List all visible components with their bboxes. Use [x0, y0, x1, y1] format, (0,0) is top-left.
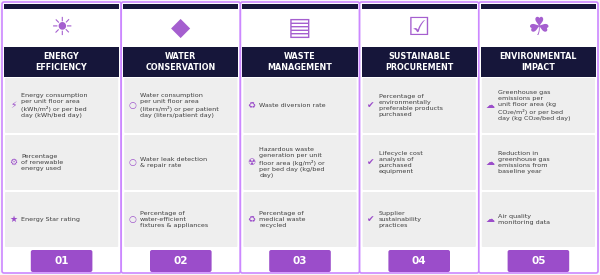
Text: Energy consumption
per unit floor area
(kWh/m²) or per bed
day (kWh/bed day): Energy consumption per unit floor area (…: [21, 93, 88, 118]
Text: 04: 04: [412, 256, 427, 266]
FancyBboxPatch shape: [362, 192, 476, 247]
Text: ✔: ✔: [367, 215, 374, 224]
FancyBboxPatch shape: [150, 250, 212, 272]
Text: Lifecycle cost
analysis of
purchased
equipment: Lifecycle cost analysis of purchased equ…: [379, 151, 422, 174]
Text: Greenhouse gas
emissions per
unit floor area (kg
CO₂e/m²) or per bed
day (kg CO₂: Greenhouse gas emissions per unit floor …: [498, 90, 570, 121]
Text: Supplier
sustainability
practices: Supplier sustainability practices: [379, 211, 422, 228]
FancyBboxPatch shape: [482, 135, 595, 190]
FancyBboxPatch shape: [359, 2, 479, 273]
FancyBboxPatch shape: [388, 250, 450, 272]
Text: Percentage
of renewable
energy used: Percentage of renewable energy used: [21, 154, 63, 171]
Text: ○: ○: [128, 215, 136, 224]
Bar: [242, 47, 358, 77]
Bar: [4, 47, 119, 77]
Bar: [242, 9, 358, 47]
Text: ♻: ♻: [247, 101, 256, 110]
Text: ☀: ☀: [50, 16, 73, 40]
Text: ⚡: ⚡: [10, 101, 16, 110]
FancyBboxPatch shape: [362, 78, 476, 133]
FancyBboxPatch shape: [124, 78, 238, 133]
Text: ENVIRONMENTAL
IMPACT: ENVIRONMENTAL IMPACT: [500, 52, 577, 72]
Text: ○: ○: [128, 101, 136, 110]
Text: ☁: ☁: [485, 158, 494, 167]
Text: Percentage of
environmentally
preferable products
purchased: Percentage of environmentally preferable…: [379, 94, 443, 117]
Text: Waste diversion rate: Waste diversion rate: [259, 103, 326, 108]
Bar: [481, 9, 596, 47]
Bar: [4, 4, 119, 9]
Text: ♻: ♻: [247, 215, 256, 224]
FancyBboxPatch shape: [269, 250, 331, 272]
Text: Water leak detection
& repair rate: Water leak detection & repair rate: [140, 157, 208, 168]
Bar: [481, 47, 596, 77]
FancyBboxPatch shape: [482, 78, 595, 133]
FancyBboxPatch shape: [244, 192, 356, 247]
Text: Air quality
monitoring data: Air quality monitoring data: [498, 214, 550, 225]
FancyBboxPatch shape: [31, 250, 92, 272]
Text: ▤: ▤: [288, 16, 312, 40]
Text: Hazardous waste
generation per unit
floor area (kg/m²) or
per bed day (kg/bed
da: Hazardous waste generation per unit floo…: [259, 147, 325, 178]
Text: ⚙: ⚙: [9, 158, 17, 167]
Text: Energy Star rating: Energy Star rating: [21, 217, 80, 222]
Text: SUSTAINABLE
PROCUREMENT: SUSTAINABLE PROCUREMENT: [385, 52, 454, 72]
Bar: [242, 4, 358, 9]
Text: Percentage of
medical waste
recycled: Percentage of medical waste recycled: [259, 211, 306, 228]
Bar: [362, 4, 477, 9]
FancyBboxPatch shape: [244, 78, 356, 133]
Text: ☑: ☑: [408, 16, 430, 40]
FancyBboxPatch shape: [124, 135, 238, 190]
FancyBboxPatch shape: [482, 192, 595, 247]
Text: WATER
CONSERVATION: WATER CONSERVATION: [146, 52, 216, 72]
Text: ◆: ◆: [171, 16, 190, 40]
Text: Water consumption
per unit floor area
(liters/m²) or per patient
day (liters/pat: Water consumption per unit floor area (l…: [140, 93, 219, 118]
Text: ENERGY
EFFICIENCY: ENERGY EFFICIENCY: [36, 52, 88, 72]
Text: 01: 01: [55, 256, 69, 266]
Bar: [481, 4, 596, 9]
Text: WASTE
MANAGEMENT: WASTE MANAGEMENT: [268, 52, 332, 72]
Text: ☁: ☁: [485, 215, 494, 224]
Text: ✔: ✔: [367, 158, 374, 167]
Text: ☘: ☘: [527, 16, 550, 40]
FancyBboxPatch shape: [121, 2, 241, 273]
FancyBboxPatch shape: [5, 135, 118, 190]
FancyBboxPatch shape: [241, 2, 359, 273]
FancyBboxPatch shape: [362, 135, 476, 190]
Bar: [123, 47, 238, 77]
Bar: [362, 9, 477, 47]
Bar: [362, 47, 477, 77]
FancyBboxPatch shape: [5, 192, 118, 247]
Text: ○: ○: [128, 158, 136, 167]
Text: ☁: ☁: [485, 101, 494, 110]
Bar: [123, 4, 238, 9]
FancyBboxPatch shape: [2, 2, 121, 273]
Text: ☢: ☢: [247, 158, 256, 167]
Text: ✔: ✔: [367, 101, 374, 110]
FancyBboxPatch shape: [479, 2, 598, 273]
Text: 05: 05: [531, 256, 545, 266]
Text: 03: 03: [293, 256, 307, 266]
FancyBboxPatch shape: [124, 192, 238, 247]
FancyBboxPatch shape: [5, 78, 118, 133]
Bar: [123, 9, 238, 47]
FancyBboxPatch shape: [244, 135, 356, 190]
FancyBboxPatch shape: [508, 250, 569, 272]
Text: Percentage of
water-efficient
fixtures & appliances: Percentage of water-efficient fixtures &…: [140, 211, 208, 228]
Text: 02: 02: [173, 256, 188, 266]
Text: ★: ★: [9, 215, 17, 224]
Text: Reduction in
greenhouse gas
emissions from
baseline year: Reduction in greenhouse gas emissions fr…: [498, 151, 550, 174]
Bar: [4, 9, 119, 47]
